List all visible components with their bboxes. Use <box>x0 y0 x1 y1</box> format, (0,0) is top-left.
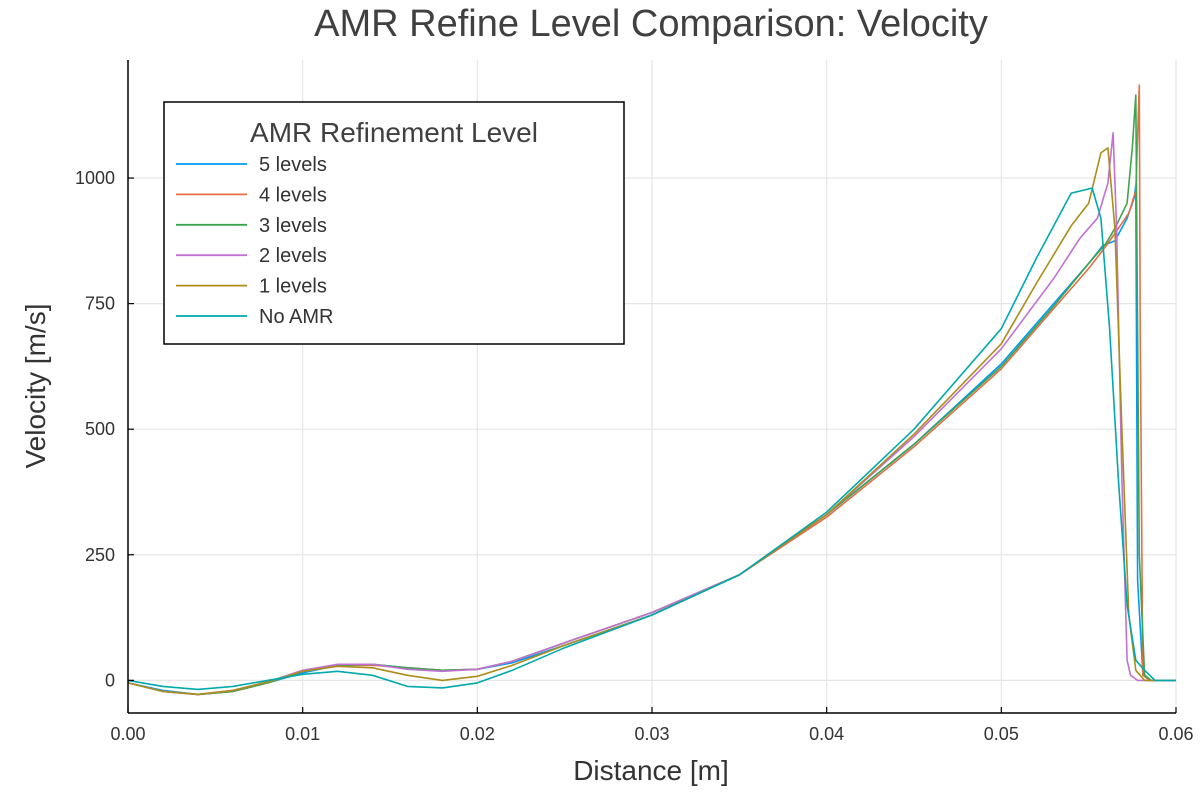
x-tick-label: 0.04 <box>809 724 844 744</box>
legend: AMR Refinement Level 5 levels 4 levels 3 l… <box>163 101 625 345</box>
y-axis-ticks: 0 250 500 750 1000 <box>75 168 134 690</box>
x-tick-label: 0.05 <box>984 724 1019 744</box>
series-line-no-amr <box>127 187 1176 691</box>
x-tick-label: 0.00 <box>110 724 145 744</box>
legend-label-1-levels: 1 levels <box>259 276 327 298</box>
x-tick-label: 0.06 <box>1158 724 1193 744</box>
legend-box <box>163 101 625 345</box>
legend-label-4-levels: 4 levels <box>259 184 327 206</box>
y-tick-label: 750 <box>85 294 115 314</box>
legend-label-no-amr: No AMR <box>259 306 333 328</box>
legend-items: 5 levels 4 levels 3 levels 2 levels 1 levels… <box>176 154 333 328</box>
legend-label-2-levels: 2 levels <box>259 245 327 267</box>
y-tick-label: 0 <box>105 670 115 690</box>
legend-label-5-levels: 5 levels <box>259 154 327 176</box>
x-axis-ticks: 0.00 0.01 0.02 0.03 0.04 0.05 0.06 <box>110 707 1194 744</box>
y-tick-label: 1000 <box>75 168 115 188</box>
x-axis-title: Distance [m] <box>573 755 729 786</box>
x-tick-label: 0.03 <box>634 724 669 744</box>
y-tick-label: 250 <box>85 545 115 565</box>
legend-title: AMR Refinement Level <box>250 117 538 148</box>
series-lines <box>127 84 1176 696</box>
x-tick-label: 0.02 <box>460 724 495 744</box>
legend-label-3-levels: 3 levels <box>259 215 327 237</box>
chart-title: AMR Refine Level Comparison: Velocity <box>314 3 988 45</box>
y-tick-label: 500 <box>85 419 115 439</box>
y-axis-title: Velocity [m/s] <box>20 304 51 469</box>
x-tick-label: 0.01 <box>285 724 320 744</box>
